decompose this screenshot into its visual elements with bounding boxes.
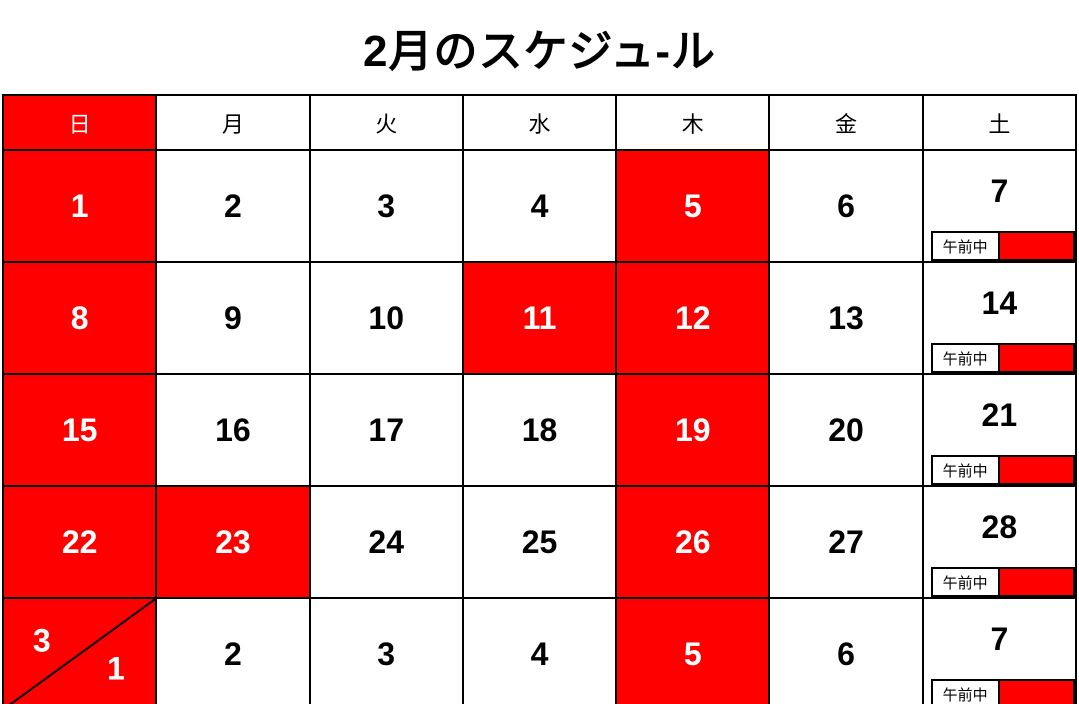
date-cell: 12: [615, 261, 771, 375]
weekday-header-cell: 水: [461, 94, 618, 151]
date-cell: 11: [461, 261, 618, 375]
diagonal-divider-line: [4, 599, 155, 704]
weekday-header-cell: 土: [921, 94, 1078, 151]
saturday-cell: 21 午前中: [921, 373, 1078, 487]
date-cell: 10: [308, 261, 464, 375]
date-cell: 9: [155, 261, 311, 375]
date-cell: 19: [615, 373, 771, 487]
morning-strip: 午前中: [924, 231, 1075, 261]
morning-strip: 午前中: [924, 455, 1075, 485]
morning-strip: 午前中: [924, 343, 1075, 373]
saturday-cell: 14 午前中: [921, 261, 1078, 375]
saturday-cell-content: 7 午前中: [924, 599, 1075, 704]
date-cell: 4: [461, 149, 618, 263]
saturday-cell: 7 午前中: [921, 149, 1078, 263]
week-row: 3 1 2 3 4 5 6 7 午前中: [1, 597, 1078, 704]
date-cell: 27: [768, 485, 924, 599]
week-row: 15 16 17 18 19 20 21 午前中: [1, 373, 1078, 487]
morning-strip: 午前中: [924, 679, 1075, 704]
date-number: 14: [981, 284, 1018, 321]
date-cell: 3: [308, 149, 464, 263]
date-number: 7: [990, 620, 1009, 657]
week-row: 1 2 3 4 5 6 7 午前中: [1, 149, 1078, 263]
date-cell: 25: [461, 485, 618, 599]
date-cell: 6: [768, 597, 924, 704]
date-cell: 5: [615, 149, 771, 263]
date-cell: 13: [768, 261, 924, 375]
date-cell: 8: [1, 261, 158, 375]
date-cell: 1: [1, 149, 158, 263]
saturday-cell-content: 14 午前中: [924, 263, 1075, 373]
date-cell: 18: [461, 373, 618, 487]
saturday-cell-content: 28 午前中: [924, 487, 1075, 597]
saturday-cell: 28 午前中: [921, 485, 1078, 599]
date-cell: 15: [1, 373, 158, 487]
date-cell: 22: [1, 485, 158, 599]
morning-label: 午前中: [930, 455, 999, 485]
weekday-header-cell: 火: [308, 94, 464, 151]
date-number: 28: [981, 508, 1018, 545]
date-number: 21: [981, 396, 1018, 433]
date-cell: 23: [155, 485, 311, 599]
date-cell: 3: [308, 597, 464, 704]
morning-label: 午前中: [930, 567, 999, 597]
morning-highlight-box: [998, 455, 1075, 485]
weekday-header-cell: 日: [1, 94, 158, 151]
morning-label: 午前中: [930, 231, 999, 261]
weekday-header-row: 日月火水木金土: [1, 94, 1078, 151]
date-cell: 5: [615, 597, 771, 704]
split-month-number: 3: [32, 622, 51, 659]
morning-highlight-box: [998, 567, 1075, 597]
split-day-number: 1: [107, 650, 125, 687]
saturday-cell: 7 午前中: [921, 597, 1078, 704]
weekday-header-cell: 金: [768, 94, 924, 151]
morning-highlight-box: [998, 343, 1075, 373]
date-cell: 24: [308, 485, 464, 599]
morning-highlight-box: [998, 231, 1075, 261]
date-number: 7: [990, 172, 1009, 209]
saturday-cell-content: 7 午前中: [924, 151, 1075, 261]
morning-label: 午前中: [930, 343, 999, 373]
date-cell: 17: [308, 373, 464, 487]
weekday-header-cell: 木: [615, 94, 771, 151]
date-cell: 4: [461, 597, 618, 704]
date-cell: 2: [155, 149, 311, 263]
morning-strip: 午前中: [924, 567, 1075, 597]
date-cell: 20: [768, 373, 924, 487]
calendar-table: 日月火水木金土 1 2 3 4 5 6 7 午前中 8 9 10 11 12 13 14 午前中 15 16 17 1…: [1, 94, 1078, 704]
morning-label: 午前中: [930, 679, 999, 704]
saturday-cell-content: 21 午前中: [924, 375, 1075, 485]
date-cell: 16: [155, 373, 311, 487]
week-row: 8 9 10 11 12 13 14 午前中: [1, 261, 1078, 375]
morning-highlight-box: [998, 679, 1075, 704]
page-title: 2月のスケジュ-ル: [362, 27, 717, 76]
date-cell: 26: [615, 485, 771, 599]
date-cell: 2: [155, 597, 311, 704]
weekday-header-cell: 月: [155, 94, 311, 151]
date-cell: 6: [768, 149, 924, 263]
calendar-body: 1 2 3 4 5 6 7 午前中 8 9 10 11 12 13 14 午前中 15 16 17 18 19 20 21 午…: [1, 149, 1078, 704]
week-row: 22 23 24 25 26 27 28 午前中: [1, 485, 1078, 599]
